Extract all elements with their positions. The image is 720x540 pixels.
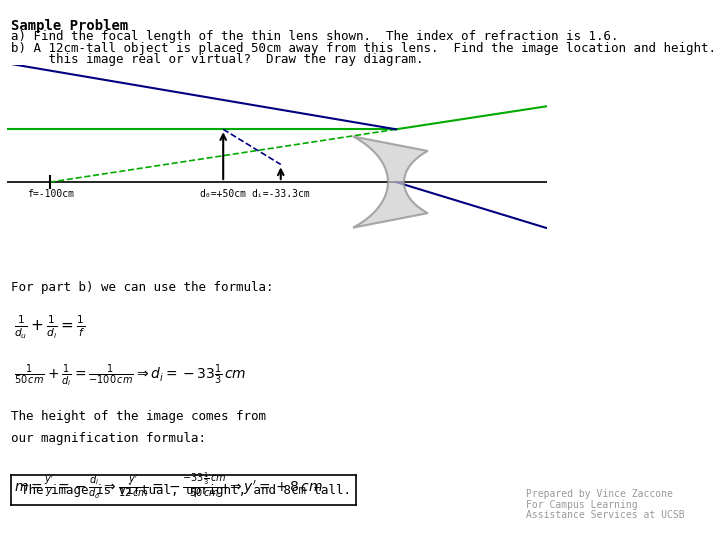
Text: this image real or virtual?  Draw the ray diagram.: this image real or virtual? Draw the ray… — [11, 53, 423, 66]
Text: For part b) we can use the formula:: For part b) we can use the formula: — [11, 281, 274, 294]
Text: f=-100cm: f=-100cm — [27, 188, 74, 199]
Text: Assistance Services at UCSB: Assistance Services at UCSB — [526, 510, 684, 521]
Text: The height of the image comes from: The height of the image comes from — [11, 410, 266, 423]
Text: Sample Problem: Sample Problem — [11, 19, 128, 33]
Text: d₀=+50cm: d₀=+50cm — [199, 188, 247, 199]
Text: For Campus Learning: For Campus Learning — [526, 500, 637, 510]
Polygon shape — [353, 137, 428, 228]
Text: $\frac{1}{50\,cm} + \frac{1}{d_i} = \frac{1}{-100\,cm} \Rightarrow d_i = -33\fra: $\frac{1}{50\,cm} + \frac{1}{d_i} = \fra… — [14, 362, 247, 388]
Text: Prepared by Vince Zaccone: Prepared by Vince Zaccone — [526, 489, 672, 499]
Text: $\frac{1}{d_u} + \frac{1}{d_i} = \frac{1}{f}$: $\frac{1}{d_u} + \frac{1}{d_i} = \frac{1… — [14, 313, 86, 341]
Text: $m = \frac{y^\prime}{y} = -\frac{d_i}{d_o} \Rightarrow \frac{y^\prime}{12\,cm} =: $m = \frac{y^\prime}{y} = -\frac{d_i}{d_… — [14, 470, 323, 501]
Text: dᵢ=-33.3cm: dᵢ=-33.3cm — [251, 188, 310, 199]
Text: The image is virtual, upright, and 8cm tall.: The image is virtual, upright, and 8cm t… — [21, 483, 351, 497]
Text: a) Find the focal length of the thin lens shown.  The index of refraction is 1.6: a) Find the focal length of the thin len… — [11, 30, 618, 43]
Text: our magnification formula:: our magnification formula: — [11, 432, 206, 445]
Text: b) A 12cm-tall object is placed 50cm away from this lens.  Find the image locati: b) A 12cm-tall object is placed 50cm awa… — [11, 42, 720, 55]
